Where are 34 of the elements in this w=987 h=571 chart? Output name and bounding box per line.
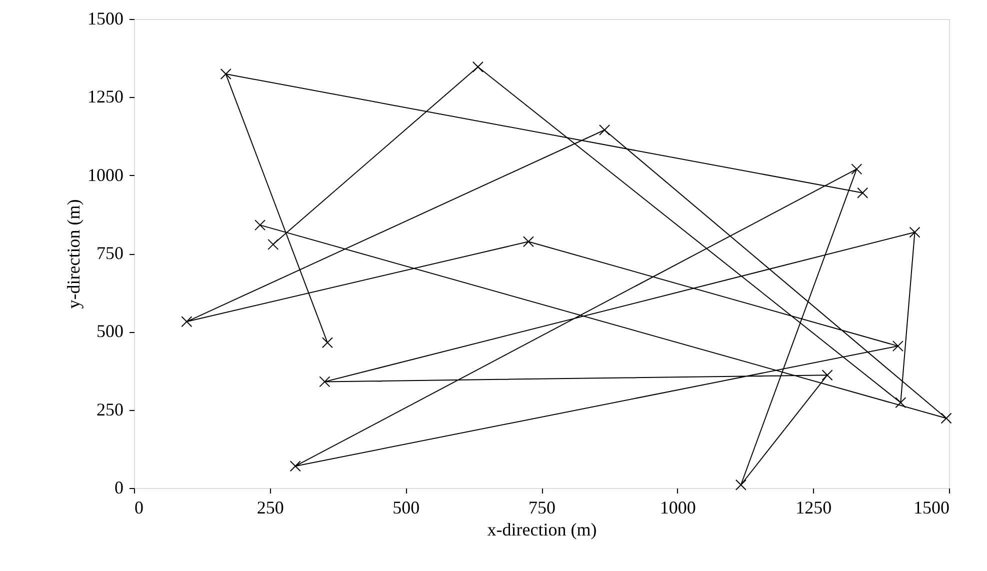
x-tick-label: 500 [392, 498, 420, 518]
x-tick-label: 250 [256, 498, 284, 518]
point [181, 316, 192, 328]
x-tick-label: 1000 [660, 498, 696, 518]
x-tick-label: 750 [528, 498, 556, 518]
y-axis-title: y-direction (m) [64, 199, 84, 309]
y-tick-label: 750 [96, 243, 124, 263]
x-tick-label: 0 [134, 498, 144, 518]
point [857, 187, 868, 198]
x-tick-label: 1500 [914, 498, 950, 518]
point [892, 340, 904, 352]
point [319, 376, 330, 388]
y-tick-label: 1500 [88, 8, 124, 28]
y-tick-label: 1000 [88, 164, 124, 185]
point [522, 236, 534, 248]
point [254, 220, 266, 231]
point [940, 412, 952, 424]
point [822, 370, 833, 381]
point [599, 124, 610, 136]
point [290, 460, 301, 472]
point [322, 337, 333, 348]
point [472, 61, 484, 72]
y-tick-label: 250 [96, 399, 124, 420]
point [735, 479, 746, 490]
x-axis-title: x-direction (m) [487, 520, 597, 540]
point [220, 68, 232, 80]
point [268, 238, 279, 250]
y-tick-label: 1250 [88, 86, 124, 107]
point [895, 397, 906, 408]
point [851, 164, 862, 175]
x-tick-label: 1250 [796, 498, 832, 518]
y-tick-label: 0 [114, 478, 124, 498]
point [909, 226, 920, 238]
y-tick-label: 500 [96, 321, 124, 342]
